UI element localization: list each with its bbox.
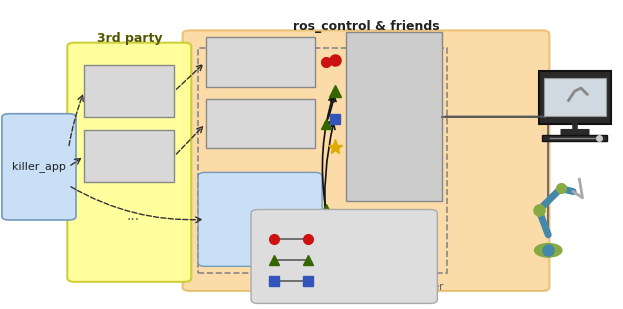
Text: base_controller: base_controller — [212, 56, 292, 67]
Text: RobotHW: RobotHW — [365, 45, 423, 58]
Text: hardware interfaces: hardware interfaces — [281, 219, 407, 229]
Text: effort control: effort control — [321, 277, 389, 286]
Bar — [198, 48, 447, 273]
Text: MoveIt!: MoveIt! — [108, 151, 150, 161]
Bar — [539, 71, 611, 124]
Bar — [542, 135, 607, 141]
FancyBboxPatch shape — [198, 172, 322, 266]
Text: ros_control & friends: ros_control & friends — [293, 20, 439, 33]
Text: arm_controller: arm_controller — [212, 118, 288, 129]
Text: killer_app: killer_app — [12, 161, 66, 172]
Bar — [206, 37, 315, 87]
FancyBboxPatch shape — [2, 114, 76, 220]
Circle shape — [535, 243, 562, 257]
Bar — [346, 32, 442, 201]
Bar — [544, 78, 606, 116]
Text: navigation: navigation — [100, 86, 159, 96]
Text: velocity control: velocity control — [321, 235, 401, 244]
FancyBboxPatch shape — [183, 30, 549, 291]
Bar — [84, 130, 174, 182]
Bar — [206, 99, 315, 148]
Text: foo_controller: foo_controller — [212, 192, 283, 202]
Bar — [84, 65, 174, 117]
Text: ...: ... — [126, 209, 140, 223]
FancyBboxPatch shape — [67, 43, 191, 282]
Text: position control: position control — [321, 256, 402, 265]
Text: controller_manager: controller_manager — [349, 281, 444, 292]
Text: 3rd party: 3rd party — [97, 32, 162, 45]
FancyBboxPatch shape — [251, 210, 437, 303]
